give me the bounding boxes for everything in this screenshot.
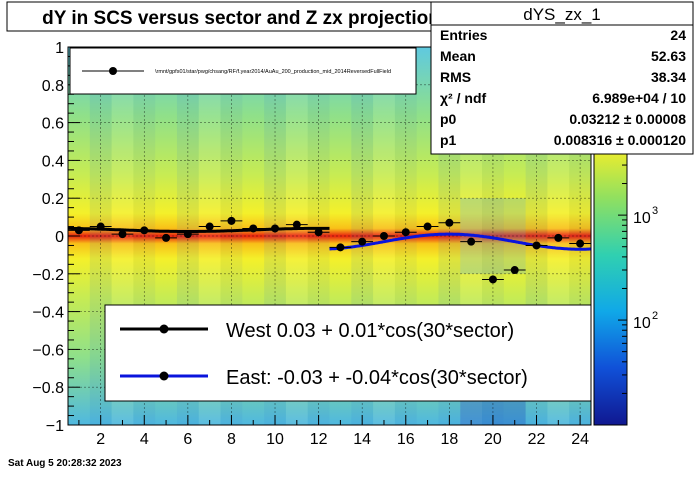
- stats-box-frame: [430, 1, 694, 155]
- x-tick-label: 6: [183, 431, 192, 448]
- data-point: [249, 224, 258, 233]
- footer-timestamp: Sat Aug 5 20:28:32 2023: [8, 458, 122, 469]
- data-point: [314, 228, 323, 237]
- x-tick-label: 2: [96, 431, 105, 448]
- stats-row-label: Entries: [440, 27, 488, 43]
- data-point: [292, 220, 301, 229]
- data-points: [68, 216, 591, 284]
- x-tick-label: 24: [571, 431, 589, 448]
- small-legend: \rmnt/gpfs01/star/pwg/chsang/RF/f.year20…: [69, 47, 417, 95]
- stats-row-value: 52.63: [651, 48, 686, 64]
- data-point: [423, 222, 432, 231]
- axis-ticks: 2 4 6 8 10 12 14 16 18 20 22 24−1−0.8−0.6−0.4−0.200…: [32, 40, 589, 448]
- west-legend-marker: [159, 324, 169, 334]
- y-tick-label: 0: [55, 229, 64, 246]
- stats-row-value: 0.008316 ± 0.000120: [554, 132, 686, 148]
- x-tick-label: 14: [353, 431, 371, 448]
- stats-name: dYS_zx_1: [523, 5, 601, 24]
- colorbar-label: 10: [633, 210, 651, 227]
- east-legend-marker: [159, 371, 169, 381]
- y-tick-label: 0.4: [42, 153, 64, 170]
- data-point: [271, 224, 280, 233]
- y-tick-label: −1: [46, 418, 64, 435]
- y-tick-label: 0.8: [42, 78, 64, 95]
- stats-row-label: RMS: [440, 69, 471, 85]
- data-point: [227, 216, 236, 225]
- data-point: [510, 266, 519, 275]
- y-tick-label: 0.6: [42, 116, 64, 133]
- fit-legend-frame: [104, 304, 592, 402]
- stats-row-label: p1: [440, 132, 457, 148]
- data-point: [467, 237, 476, 246]
- y-tick-label: 0.2: [42, 191, 64, 208]
- fit-curve-west: [68, 226, 330, 233]
- x-tick-label: 4: [140, 431, 149, 448]
- y-tick-label: −0.2: [32, 267, 64, 284]
- data-point: [162, 233, 171, 242]
- east-legend-label: East: -0.03 + -0.04*cos(30*sector): [226, 367, 528, 389]
- west-legend-label: West 0.03 + 0.01*cos(30*sector): [226, 320, 514, 342]
- small-legend-marker: [109, 67, 117, 75]
- stats-row-label: p0: [440, 111, 457, 127]
- data-point: [554, 233, 563, 242]
- colorbar-label-exponent: 2: [652, 310, 658, 322]
- fit-lines: [68, 226, 591, 251]
- stats-row-label: χ² / ndf: [440, 90, 486, 106]
- data-point: [74, 226, 83, 235]
- stats-row-value: 24: [670, 27, 686, 43]
- y-tick-label: −0.4: [32, 305, 64, 322]
- y-tick-label: −0.6: [32, 342, 64, 359]
- small-legend-label: \rmnt/gpfs01/star/pwg/chsang/RF/f.year20…: [155, 69, 391, 75]
- data-point: [118, 230, 127, 239]
- data-point: [336, 243, 345, 252]
- stats-rows: Entries 24 Mean 52.63 RMS 38.34 χ² / ndf 6.989e…: [440, 27, 686, 148]
- fit-legend: West 0.03 + 0.01*cos(30*sector) East: -0…: [104, 304, 592, 402]
- x-tick-label: 16: [397, 431, 415, 448]
- data-point: [358, 237, 367, 246]
- y-tick-label: −0.8: [32, 380, 64, 397]
- x-tick-label: 22: [528, 431, 546, 448]
- stats-row-value: 0.03212 ± 0.00008: [569, 111, 686, 127]
- colorbar-label: 10: [633, 315, 651, 332]
- data-point: [576, 239, 585, 248]
- data-point: [532, 241, 541, 250]
- data-point: [140, 226, 149, 235]
- heatmap-column: [503, 198, 526, 274]
- x-tick-label: 8: [227, 431, 236, 448]
- data-point: [379, 232, 388, 240]
- data-point: [205, 222, 214, 231]
- stats-row-label: Mean: [440, 48, 476, 64]
- data-point: [96, 222, 105, 231]
- x-tick-label: 18: [440, 431, 458, 448]
- data-point: [488, 275, 497, 284]
- colorbar-label-exponent: 3: [652, 205, 658, 217]
- x-tick-label: 10: [266, 431, 284, 448]
- data-point: [445, 218, 454, 227]
- stats-row-value: 6.989e+04 / 10: [592, 90, 686, 106]
- fit-curve-east: [329, 232, 591, 251]
- chart-title: dY in SCS versus sector and Z zx project…: [42, 8, 440, 29]
- data-point: [183, 230, 192, 239]
- stats-box: dYS_zx_1 Entries 24 Mean 52.63 RMS 38.34 χ² / …: [430, 1, 694, 155]
- data-point: [401, 228, 410, 237]
- y-tick-label: 1: [55, 40, 64, 57]
- x-tick-label: 12: [310, 431, 328, 448]
- stats-row-value: 38.34: [651, 69, 686, 85]
- x-tick-label: 20: [484, 431, 502, 448]
- title-box: [6, 1, 476, 32]
